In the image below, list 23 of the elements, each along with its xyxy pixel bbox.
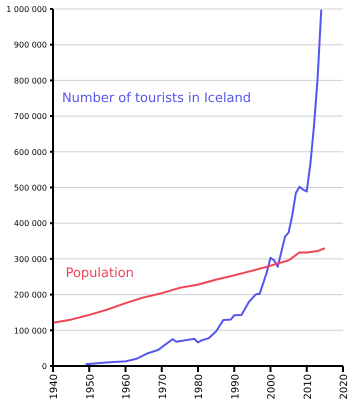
y-tick-label: 500 000 xyxy=(14,184,47,192)
y-tick-label: 800 000 xyxy=(14,76,47,86)
series-label: Population xyxy=(66,266,134,281)
x-tick-label: 1950 xyxy=(85,374,96,400)
y-tick-label: 200 000 xyxy=(14,290,47,300)
line-series xyxy=(53,247,326,324)
x-tick-label: 1960 xyxy=(122,374,132,400)
y-tick-label: 400 000 xyxy=(14,219,47,228)
y-tick-label: 700 000 xyxy=(14,112,47,122)
y-tick-label: 100 000 xyxy=(14,326,47,336)
text: Number of tourists in Iceland xyxy=(62,90,252,106)
y-tick-label: 900 000 xyxy=(14,40,47,50)
x-tick-label: 1970 xyxy=(158,374,169,400)
y-tick-label: 1 000 000 xyxy=(6,5,47,14)
x-tick-label: 1940 xyxy=(49,374,60,400)
y-tick-label: 300 000 xyxy=(14,254,47,264)
x-tick-label: 2000 xyxy=(266,374,278,400)
y-tick-label: 0 xyxy=(42,362,47,371)
x-tick-label: 2020 xyxy=(339,374,350,400)
x-tick-label: 1980 xyxy=(194,374,205,400)
x-tick-label: 1990 xyxy=(230,374,242,400)
x-tick-label: 2010 xyxy=(302,374,314,400)
y-tick-label: 600 000 xyxy=(14,148,47,157)
